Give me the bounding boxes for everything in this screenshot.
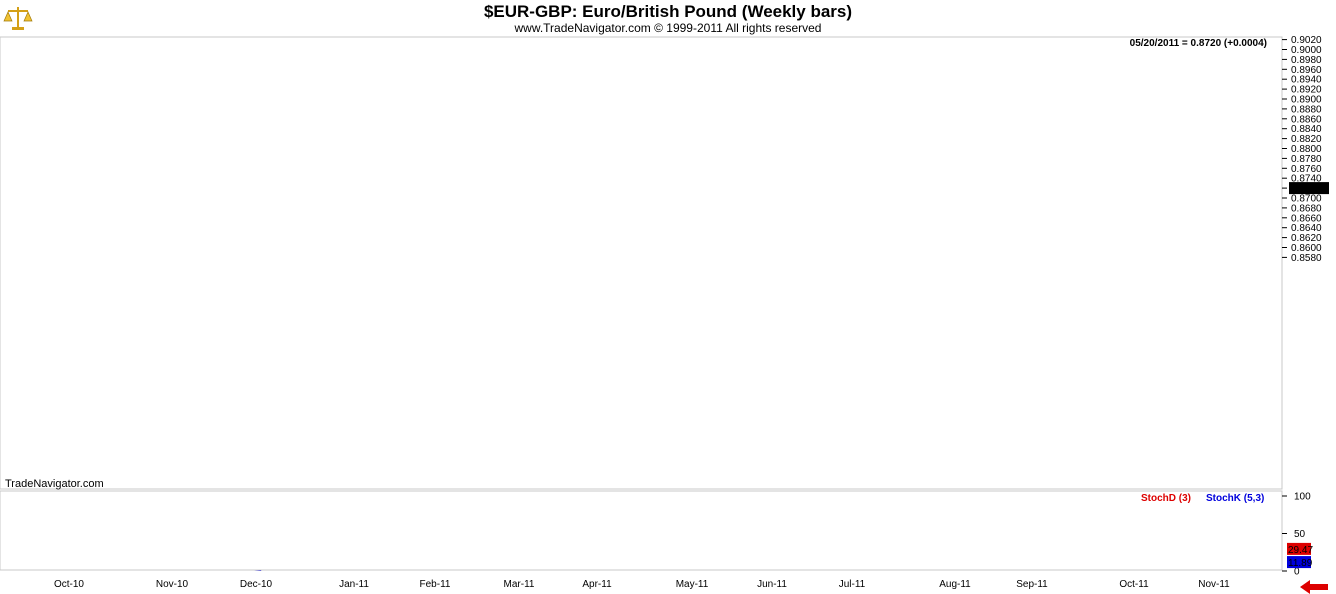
month-label: Jun-11 bbox=[757, 579, 787, 590]
chart-title: $EUR-GBP: Euro/British Pound (Weekly bar… bbox=[483, 2, 853, 21]
price-panel: 0.90010.89470.88920.88580.88370.86640.86… bbox=[0, 36, 1283, 490]
scales-icon bbox=[3, 3, 33, 33]
price-tick-label: 0.8680 bbox=[1291, 203, 1322, 214]
stoch-tick-label: 50 bbox=[1294, 529, 1306, 540]
month-label: Apr-11 bbox=[582, 579, 612, 590]
stochastic-panel bbox=[0, 490, 1283, 571]
last-quote-label: 05/20/2011 = 0.8720 (+0.0004) bbox=[1130, 38, 1267, 49]
price-frame bbox=[0, 36, 1283, 490]
stoch-k-legend: StochK (5,3) bbox=[1206, 493, 1264, 504]
price-tick-label: 0.8860 bbox=[1291, 114, 1322, 125]
month-label: Jul-11 bbox=[839, 579, 866, 590]
month-label: May-11 bbox=[676, 579, 709, 590]
stoch-k-value: 11.89 bbox=[1288, 558, 1313, 569]
price-tick-label: 0.9020 bbox=[1291, 35, 1322, 46]
price-tick-label: 0.8960 bbox=[1291, 65, 1322, 76]
stoch-tick-label: 0 bbox=[1294, 567, 1300, 578]
price-tick-label: 0.9000 bbox=[1291, 45, 1322, 56]
price-tick-label: 0.8880 bbox=[1291, 104, 1322, 115]
price-axis: 0.90200.90000.89800.89600.89400.89200.89… bbox=[1282, 35, 1329, 264]
price-tick-label: 0.8800 bbox=[1291, 144, 1322, 155]
month-label: Nov-10 bbox=[156, 579, 189, 590]
price-tick-label: 0.8600 bbox=[1291, 243, 1322, 254]
price-tick-label: 0.8940 bbox=[1291, 75, 1322, 86]
chart-header: $EUR-GBP: Euro/British Pound (Weekly bar… bbox=[0, 0, 1336, 37]
month-label: Oct-11 bbox=[1119, 579, 1149, 590]
chart-subtitle: www.TradeNavigator.com © 1999-2011 All r… bbox=[514, 21, 822, 35]
watermark-label: TradeNavigator.com bbox=[5, 478, 104, 490]
month-label: Sep-11 bbox=[1016, 579, 1048, 590]
stochastic-axis: 100 50 0 29.47 11.89 bbox=[1282, 492, 1313, 578]
stoch-k-value-box bbox=[1287, 556, 1311, 569]
month-label: Jan-11 bbox=[339, 579, 369, 590]
price-tick-label: 0.8980 bbox=[1291, 55, 1322, 66]
stoch-d-value: 29.47 bbox=[1288, 545, 1313, 556]
price-tick-label: 0.8660 bbox=[1291, 213, 1322, 224]
stoch-tick-label: 100 bbox=[1294, 492, 1311, 503]
month-label: Feb-11 bbox=[420, 579, 451, 590]
stoch-d-legend: StochD (3) bbox=[1141, 493, 1191, 504]
price-tick-label: 0.8640 bbox=[1291, 223, 1322, 234]
price-tick-label: 0.8760 bbox=[1291, 164, 1322, 175]
price-tick-label: 0.8900 bbox=[1291, 95, 1322, 106]
price-tick-label: 0.8740 bbox=[1291, 174, 1322, 185]
left-arrow-icon[interactable] bbox=[1300, 580, 1328, 594]
last-price-label: 0.8720 bbox=[1291, 184, 1322, 195]
price-tick-label: 0.8700 bbox=[1291, 194, 1322, 205]
month-label: Aug-11 bbox=[939, 579, 971, 590]
price-tick-label: 0.8580 bbox=[1291, 253, 1322, 264]
month-label: Oct-10 bbox=[54, 579, 84, 590]
stoch-d-value-box bbox=[1287, 542, 1311, 555]
month-label: Dec-10 bbox=[240, 579, 273, 590]
price-tick-label: 0.8620 bbox=[1291, 233, 1322, 244]
stoch-frame bbox=[0, 490, 1283, 571]
month-axis: Oct-10 Nov-10 Dec-10 Jan-11 Feb-11 Mar-11 Apr-… bbox=[54, 579, 1230, 590]
price-tick-label: 0.8920 bbox=[1291, 85, 1322, 96]
price-tick-label: 0.8820 bbox=[1291, 134, 1322, 145]
month-label: Mar-11 bbox=[504, 579, 535, 590]
last-price-box bbox=[1289, 182, 1329, 195]
price-tick-label: 0.8780 bbox=[1291, 154, 1322, 165]
price-tick-label: 0.8840 bbox=[1291, 124, 1322, 135]
month-label: Nov-11 bbox=[1198, 579, 1230, 590]
